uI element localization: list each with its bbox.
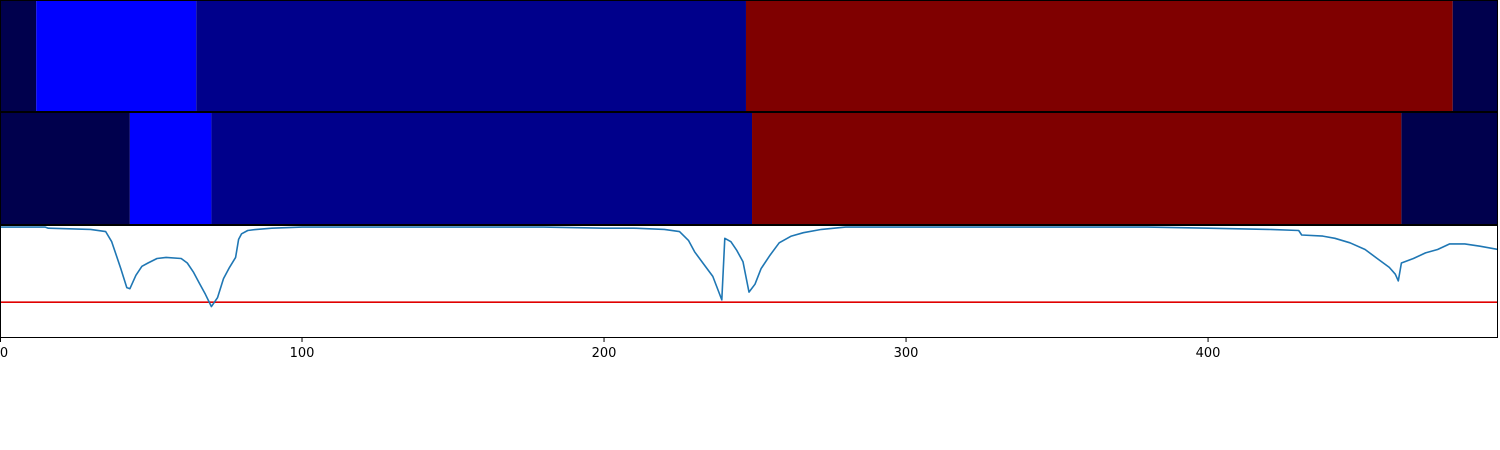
heatmap-middle-segment-4 — [1401, 113, 1498, 225]
heatmap-top-segment-2 — [196, 1, 746, 112]
x-axis: 0 100 200 300 400 — [0, 338, 1220, 361]
axes-frame-1 — [0, 112, 1498, 225]
x-tick-label-4: 400 — [1196, 346, 1221, 361]
heatmap-middle-segment-3 — [752, 113, 1402, 225]
series-line-0 — [0, 226, 1498, 308]
heatmap-middle-segment-0 — [0, 113, 130, 225]
x-tick-label-2: 200 — [592, 346, 617, 361]
heatmap-middle-segment-2 — [211, 113, 753, 225]
axes-frame-0 — [0, 0, 1498, 112]
x-tick-label-0: 0 — [0, 346, 8, 361]
axes-frame-2 — [0, 225, 1498, 338]
heatmap-top-segment-0 — [0, 1, 37, 112]
heatmap-top-segment-1 — [36, 1, 197, 112]
axes-frames — [0, 0, 1498, 338]
heatmap-top-segment-4 — [1452, 1, 1498, 112]
heatmap-top — [0, 1, 1498, 112]
line-panel — [0, 226, 1498, 308]
heatmap-middle-segment-1 — [129, 113, 212, 225]
x-tick-label-3: 300 — [894, 346, 919, 361]
heatmap-middle — [0, 113, 1498, 225]
heatmap-top-segment-3 — [745, 1, 1453, 112]
x-tick-label-1: 100 — [290, 346, 315, 361]
